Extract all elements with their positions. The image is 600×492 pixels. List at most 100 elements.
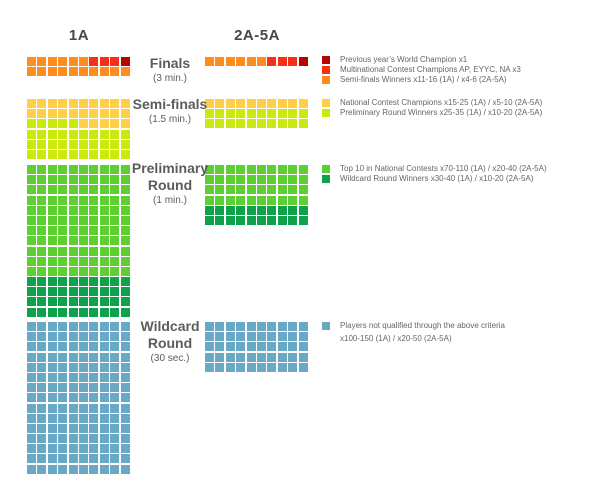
player-square [89,307,99,317]
player-square [256,57,266,66]
player-square [58,413,68,423]
player-square [277,215,287,225]
player-square [89,119,99,129]
player-square [120,165,130,174]
player-square [47,413,57,423]
player-square [47,165,57,174]
player-square [78,352,88,362]
player-square [89,185,99,195]
legend-text-line: Semi-finals Winners x11-16 (1A) / x4-6 (… [340,75,507,84]
player-square [78,226,88,236]
player-square [298,205,308,215]
legend-text: Top 10 in National Contests x70-110 (1A)… [340,165,547,173]
player-square [37,307,47,317]
player-square [298,185,308,195]
player-square [110,57,120,66]
player-square [99,413,109,423]
player-square [58,57,68,66]
player-square [120,444,130,454]
player-square [236,119,246,129]
player-square [78,185,88,195]
player-square [288,99,298,108]
player-square [89,226,99,236]
player-square [58,109,68,119]
player-square [47,464,57,474]
player-square [277,332,287,342]
player-square [68,149,78,159]
player-square [120,332,130,342]
player-square [256,342,266,352]
waffle-row [27,352,130,362]
player-square [99,444,109,454]
legend-text: Preliminary Round Winners x25-35 (1A) / … [340,109,542,117]
player-square [120,454,130,464]
player-square [68,383,78,393]
legend-color-swatch [322,76,330,84]
player-square [58,307,68,317]
player-square [78,464,88,474]
player-square [58,205,68,215]
player-square [37,332,47,342]
player-square [288,109,298,119]
player-square [27,434,36,444]
waffle-grid-wildcard-2a5a [205,322,308,372]
player-square [27,57,36,66]
player-square [110,434,120,444]
player-square [27,215,36,225]
round-title: Semi-finals [132,96,208,112]
waffle-row [27,393,130,403]
player-square [68,444,78,454]
player-square [47,403,57,413]
legend-text: Wildcard Round Winners x30-40 (1A) / x10… [340,175,533,183]
player-square [215,215,225,225]
player-square [120,297,130,307]
player-square [78,287,88,297]
player-square [89,195,99,205]
player-square [78,57,88,66]
player-square [68,67,78,77]
player-square [27,372,36,382]
player-square [236,205,246,215]
player-square [99,383,109,393]
player-square [27,342,36,352]
player-square [120,175,130,185]
waffle-row [27,454,130,464]
player-square [68,165,78,174]
player-square [99,139,109,149]
player-square [99,67,109,77]
player-square [47,277,57,287]
player-square [288,165,298,174]
player-square [215,322,225,331]
waffle-row [205,99,308,108]
player-square [120,246,130,256]
player-square [288,332,298,342]
player-square [120,413,130,423]
player-square [246,175,256,185]
waffle-row [27,175,130,185]
waffle-row [27,205,130,215]
player-square [37,423,47,433]
player-square [277,322,287,331]
player-square [58,352,68,362]
player-square [27,129,36,139]
player-square [78,372,88,382]
player-square [120,342,130,352]
column-header-2a5a: 2A-5A [234,27,280,44]
waffle-grid-preliminary-2a5a [205,165,308,225]
player-square [68,352,78,362]
player-square [99,287,109,297]
player-square [78,322,88,331]
player-square [120,434,130,444]
player-square [89,332,99,342]
player-square [215,332,225,342]
player-square [110,352,120,362]
player-square [267,215,277,225]
player-square [288,342,298,352]
player-square [246,215,256,225]
player-square [27,277,36,287]
player-square [267,322,277,331]
player-square [58,362,68,372]
player-square [110,149,120,159]
player-square [99,205,109,215]
player-square [110,287,120,297]
